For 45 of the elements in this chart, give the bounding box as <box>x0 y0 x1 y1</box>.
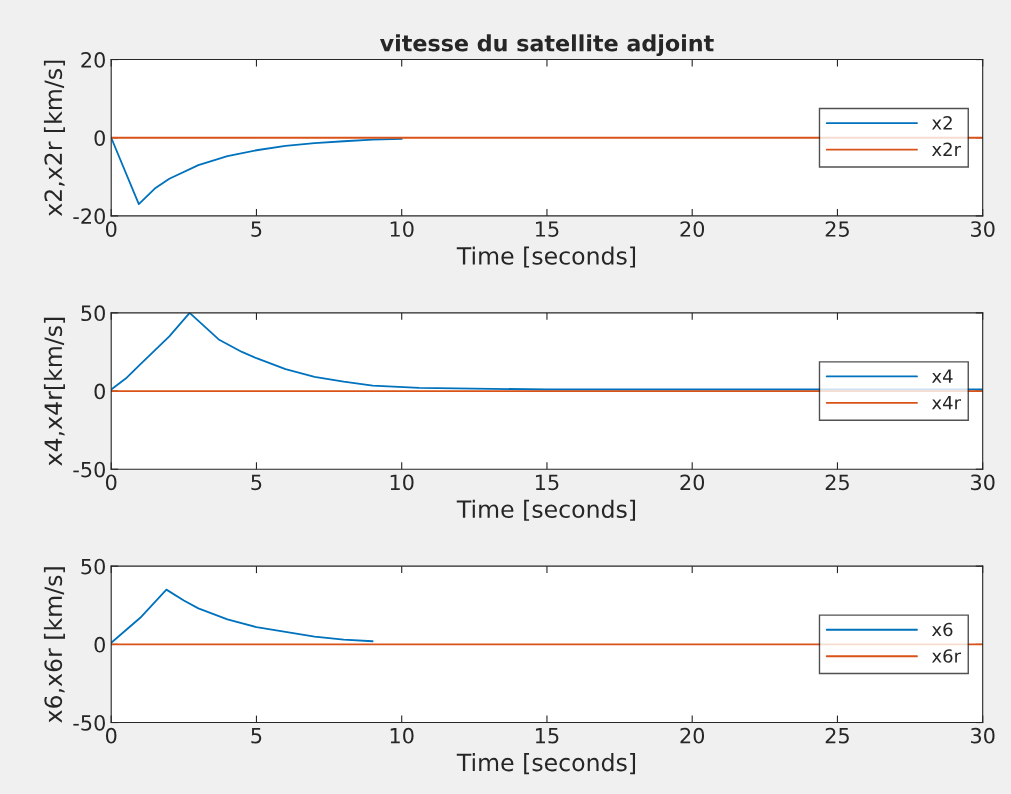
x-axis-title: Time [seconds] <box>456 246 636 268</box>
y-axis-title: x4,x4r[km/s] <box>43 317 65 466</box>
y-tick-label: -50 <box>73 714 105 731</box>
x-axis-title: Time [seconds] <box>456 753 636 775</box>
x-tick-label: 15 <box>535 474 559 491</box>
x-tick-label: 5 <box>251 221 262 237</box>
x-tick-label: 20 <box>680 474 705 491</box>
y-tick-label: -50 <box>73 461 105 478</box>
y-tick-label: 0 <box>94 383 105 400</box>
y-tick-label: 20 <box>81 52 105 68</box>
y-tick-label: -20 <box>73 208 105 225</box>
x-tick-label: 0 <box>105 221 117 237</box>
line-series <box>111 588 374 644</box>
y-axis-title: x6,x6r [km/s] <box>43 567 65 723</box>
legend-label: x4 <box>931 369 953 383</box>
y-tick-label: 0 <box>94 636 105 653</box>
legend-label: x6 <box>931 622 953 637</box>
x-tick-label: 30 <box>971 474 995 491</box>
x-tick-label: 15 <box>535 728 559 744</box>
chart-title: vitesse du satellite adjoint <box>380 34 714 57</box>
legend-label: x2r <box>931 142 962 156</box>
legend-label: x6r <box>931 649 962 663</box>
x-tick-label: 0 <box>105 727 117 744</box>
y-axis-title: x2,x2r [km/s] <box>43 60 65 217</box>
y-tick-label: 50 <box>81 558 105 575</box>
x-tick-label: 5 <box>251 728 262 744</box>
y-tick-label: 50 <box>81 305 105 322</box>
x-tick-label: 25 <box>825 221 849 237</box>
x-tick-label: 20 <box>680 727 705 744</box>
x-tick-label: 30 <box>971 221 995 237</box>
x-tick-label: 10 <box>390 727 414 744</box>
x-tick-label: 0 <box>105 474 117 491</box>
line-series <box>111 136 403 206</box>
x-tick-label: 25 <box>825 727 849 744</box>
legend-label: x2 <box>931 116 952 130</box>
y-tick-label: 0 <box>94 130 105 146</box>
x-tick-label: 25 <box>825 474 849 491</box>
x-tick-label: 10 <box>390 474 414 491</box>
x-tick-label: 15 <box>535 221 559 237</box>
x-tick-label: 30 <box>971 727 995 744</box>
x-tick-label: 10 <box>390 221 414 237</box>
legend-label: x4r <box>931 396 962 410</box>
x-axis-title: Time [seconds] <box>456 499 636 521</box>
x-tick-label: 20 <box>680 221 705 237</box>
x-tick-label: 5 <box>251 474 262 491</box>
